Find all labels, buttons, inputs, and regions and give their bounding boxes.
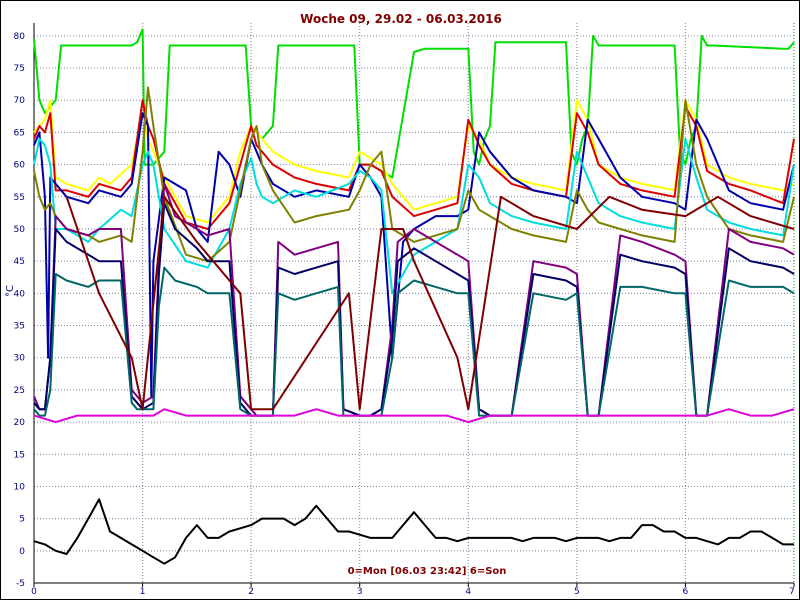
x-tick-label: 2: [248, 587, 254, 597]
y-tick-label: 75: [14, 64, 25, 74]
series-line-1: [33, 99, 795, 224]
y-tick-label: 40: [14, 289, 26, 299]
x-tick-label: 1: [140, 587, 146, 597]
y-tick-label: 80: [14, 32, 26, 42]
y-tick-label: 20: [14, 418, 26, 428]
y-tick-label: 45: [14, 257, 25, 267]
y-tick-label: 65: [14, 128, 25, 138]
y-tick-label: 35: [14, 322, 25, 332]
series-line-3: [33, 112, 795, 398]
x-tick-label: 7: [789, 587, 795, 597]
chart-title: Woche 09, 29.02 - 06.03.2016: [300, 12, 502, 26]
series-line-9: [65, 195, 795, 411]
y-tick-label: 50: [14, 225, 26, 235]
x-tick-label: 3: [357, 587, 363, 597]
series-line-8: [33, 266, 795, 417]
series-line-4: [33, 137, 795, 295]
y-tick-label: 55: [14, 193, 25, 203]
x-tick-label: 5: [574, 587, 580, 597]
y-tick-label: 5: [19, 515, 25, 525]
x-tick-label: 0: [31, 587, 37, 597]
y-tick-label: 60: [14, 161, 26, 171]
y-tick-label: 70: [14, 96, 26, 106]
grid: [33, 23, 795, 584]
series-line-7: [33, 202, 795, 417]
y-tick-label: 0: [19, 547, 25, 557]
axes: [33, 23, 795, 587]
x-tick-label: 4: [465, 587, 471, 597]
series-lines: [33, 28, 795, 565]
y-tick-label: -5: [16, 579, 25, 589]
y-tick-label: 30: [14, 354, 26, 364]
y-tick-label: 10: [14, 482, 26, 492]
series-line-6: [33, 182, 795, 417]
series-line-11: [33, 498, 794, 565]
series-line-5: [33, 86, 795, 263]
x-tick-label: 6: [683, 587, 689, 597]
y-tick-label: 25: [14, 386, 25, 396]
y-tick-label: 15: [14, 450, 25, 460]
series-line-0: [33, 28, 795, 179]
y-axis-label: °C: [5, 285, 16, 297]
series-line-10: [33, 408, 795, 424]
x-axis-caption: 0=Mon [06.03 23:42] 6=Son: [348, 566, 507, 577]
